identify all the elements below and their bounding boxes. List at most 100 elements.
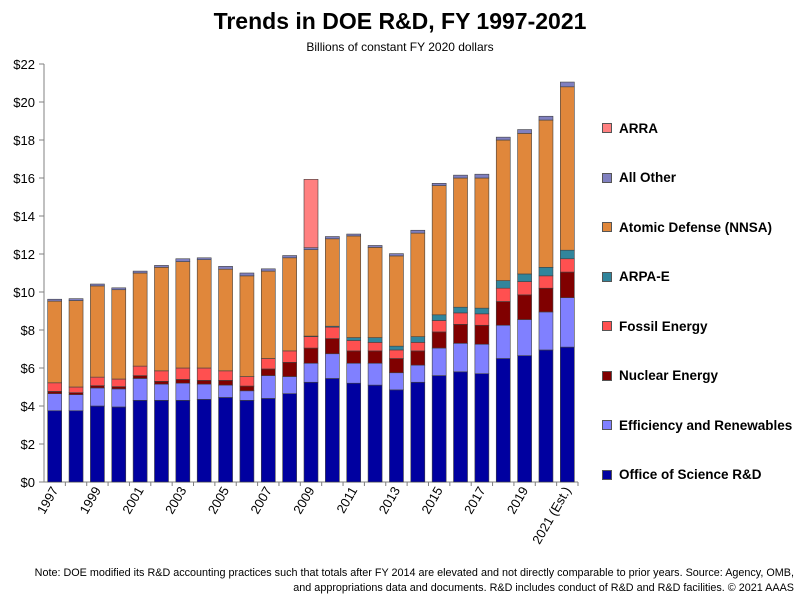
bar-segment — [260, 268, 276, 272]
bar-segment — [111, 289, 127, 380]
y-tick-label: $0 — [21, 475, 35, 490]
legend-item: Office of Science R&D — [602, 467, 762, 483]
bar-segment — [325, 238, 340, 327]
legend-swatch — [602, 469, 612, 480]
bar-segment — [175, 261, 191, 369]
bar-segment — [495, 301, 511, 326]
x-tick-label: 2003 — [162, 484, 189, 517]
bar-segment — [367, 337, 383, 343]
bar-segment — [346, 340, 362, 352]
y-tick-label: $8 — [21, 323, 35, 338]
y-tick-label: $4 — [21, 399, 35, 414]
bar-segment — [260, 398, 276, 483]
bar-segment — [517, 129, 532, 134]
bar-segment — [175, 258, 191, 262]
bar-segment — [560, 297, 575, 348]
bar-segment — [431, 320, 447, 333]
bar-segment — [196, 380, 212, 385]
bar-segment — [154, 266, 169, 372]
bar-segment — [239, 385, 255, 392]
bar-segment — [453, 323, 468, 344]
legend-swatch — [602, 370, 612, 381]
bar-segment — [474, 177, 490, 309]
bar-segment — [389, 389, 404, 483]
bar-segment — [325, 236, 340, 240]
bar-segment — [111, 386, 127, 390]
bar-segment — [196, 259, 212, 369]
bar-segment — [154, 370, 169, 382]
bar-segment — [495, 139, 511, 281]
bar-segment — [175, 382, 191, 401]
x-tick-label: 2019 — [504, 484, 531, 517]
bar-segment — [389, 255, 404, 347]
bar-segment — [303, 347, 319, 364]
bar-segment — [260, 270, 276, 359]
bar-segment — [389, 372, 404, 391]
bar-segment — [431, 375, 447, 483]
bar-segment — [154, 383, 169, 401]
legend-swatch — [602, 321, 612, 331]
chart-plot: $0 $2 $4 $6 $8 $10 $12 $14 $16 $18 $20 $22 1997 1999 2… — [13, 57, 579, 547]
bar-segment — [346, 362, 362, 384]
bar-segment — [538, 119, 554, 268]
bar-segment — [90, 285, 105, 378]
bar-segment — [90, 405, 105, 483]
bar-segment — [175, 367, 191, 380]
bar-segment — [260, 358, 276, 370]
bar-segment — [346, 233, 362, 237]
bar-segment — [282, 376, 297, 394]
bar-segment — [325, 353, 340, 379]
bar-segment — [239, 272, 255, 277]
bar-segment — [154, 380, 169, 385]
bar-segment — [410, 381, 426, 483]
bar-segment — [111, 406, 127, 483]
bar-segment — [325, 338, 340, 355]
bar-segment — [111, 287, 127, 291]
bar-segment — [453, 312, 468, 325]
bar-segment — [389, 253, 404, 257]
bar-segment — [218, 397, 233, 483]
x-tick-label: 1999 — [77, 484, 104, 517]
bar-segment — [517, 294, 532, 320]
bar-segment — [325, 378, 340, 483]
bar-segment — [367, 362, 383, 386]
bar-segment — [431, 331, 447, 349]
bar-segment — [389, 345, 404, 351]
legend-item: Fossil Energy — [602, 318, 708, 334]
bar-segment — [560, 258, 575, 273]
legend-label: Fossil Energy — [619, 318, 708, 334]
bar-segment — [517, 281, 532, 296]
bar-segment — [68, 386, 84, 393]
bar-segment — [218, 384, 233, 398]
legend-label: Atomic Defense (NNSA) — [619, 219, 773, 235]
bar-segment — [474, 373, 490, 483]
legend-label: Nuclear Energy — [619, 368, 719, 383]
bar-segment — [495, 136, 511, 141]
legend-swatch — [602, 172, 612, 183]
legend-item: ARRA — [602, 120, 658, 136]
bar-segment — [47, 391, 62, 394]
bar-segment — [410, 364, 426, 383]
bar-segment — [196, 383, 212, 400]
bar-segment — [111, 388, 127, 408]
bar-segment — [154, 399, 169, 483]
bar-segment — [474, 324, 490, 345]
x-tick-label: 2011 — [333, 484, 360, 516]
bar-segment — [239, 399, 255, 483]
bar-segment — [453, 342, 468, 373]
bar-segment — [538, 115, 554, 121]
bar-segment — [495, 287, 511, 302]
bar-segment — [367, 247, 383, 338]
bar-segment — [196, 399, 212, 483]
bar-segment — [47, 382, 62, 392]
legend-swatch — [602, 222, 612, 232]
x-tick-label: 2001 — [119, 484, 146, 517]
bar-segment — [303, 336, 319, 349]
bar-segment — [68, 410, 84, 483]
x-tick-label: 2017 — [461, 484, 488, 517]
legend-item: Efficiency and Renewables — [602, 417, 792, 433]
bar-segment — [560, 346, 575, 483]
bar-segment — [239, 376, 255, 387]
bar-segment — [90, 376, 105, 386]
y-tick-label: $14 — [13, 209, 35, 224]
